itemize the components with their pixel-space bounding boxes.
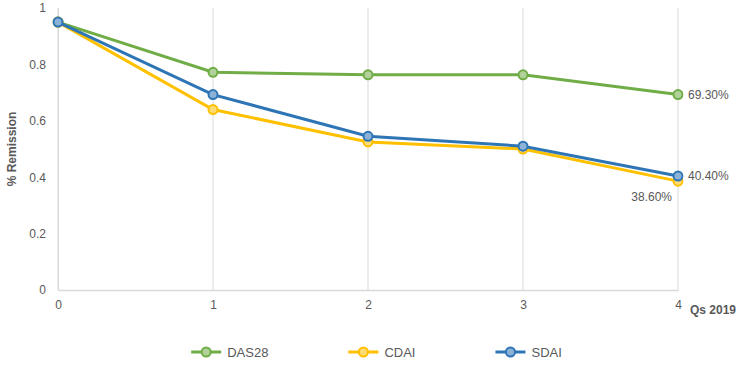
grid-line [678,8,679,290]
x-tick-label: 2 [365,298,372,312]
series-point [209,90,218,99]
x-tick: 0 [55,290,62,312]
y-tick-label: 1 [39,1,46,15]
x-tick-label: 0 [55,298,62,312]
y-tick: 0.8 [29,58,58,72]
data-label: 69.30% [688,88,729,102]
chart: 0 1 2 3 4 0 0.2 0.4 0.6 0.8 1 69.30% 38.60% 40.40% % R… [0,0,753,380]
y-axis: 0 0.2 0.4 0.6 0.8 1 [29,1,58,297]
series-line [58,22,678,176]
series-line [58,22,678,181]
legend-label: SDAI [531,345,561,360]
x-tick: 1 [210,290,217,312]
legend: DAS28 CDAI SDAI [191,345,562,360]
data-label: 38.60% [631,190,672,204]
grid-line [58,8,59,290]
series-point [209,68,218,77]
series-point [519,142,528,151]
series-point [674,90,683,99]
y-tick: 0 [39,283,58,297]
y-tick-label: 0.6 [29,114,46,128]
plot: 0 1 2 3 4 0 0.2 0.4 0.6 0.8 1 69.30% 38.60% 40.40% [29,1,729,311]
series-point [364,70,373,79]
legend-item: SDAI [495,345,561,360]
y-tick-label: 0.8 [29,58,46,72]
series-point [54,18,63,27]
y-tick: 0.4 [29,171,58,185]
data-label: 40.40% [688,169,729,183]
x-tick-label: 1 [210,298,217,312]
x-tick: 3 [520,290,527,312]
legend-label: CDAI [384,345,415,360]
x-tick-label: 4 [675,298,682,312]
y-tick: 1 [39,1,58,15]
series-point [54,18,63,27]
y-tick-label: 0.4 [29,171,46,185]
series-group [54,18,683,186]
grid-line [368,8,369,290]
y-tick-label: 0.2 [29,227,46,241]
legend-marker [359,348,368,357]
grid-line [213,8,214,290]
legend-item: DAS28 [191,345,268,360]
legend-marker [506,348,515,357]
x-axis-title: Qs 2019 [690,303,736,317]
y-tick: 0.2 [29,227,58,241]
series-point [364,132,373,141]
data-labels: 69.30% 38.60% 40.40% [631,88,729,205]
legend-marker [202,348,211,357]
grid [58,8,678,290]
series-line [58,22,678,94]
series-point [54,18,63,27]
y-tick-label: 0 [39,283,46,297]
y-axis-title: % Remission [5,112,19,187]
y-tick: 0.6 [29,114,58,128]
series-point [519,70,528,79]
legend-label: DAS28 [227,345,268,360]
x-tick: 2 [365,290,372,312]
series-point [209,105,218,114]
x-tick: 4 [675,290,682,312]
y-axis-line [58,9,59,291]
legend-item: CDAI [348,345,415,360]
series-point [674,172,683,181]
x-axis: 0 1 2 3 4 [55,290,682,312]
x-tick-label: 3 [520,298,527,312]
x-axis-line [59,290,679,292]
